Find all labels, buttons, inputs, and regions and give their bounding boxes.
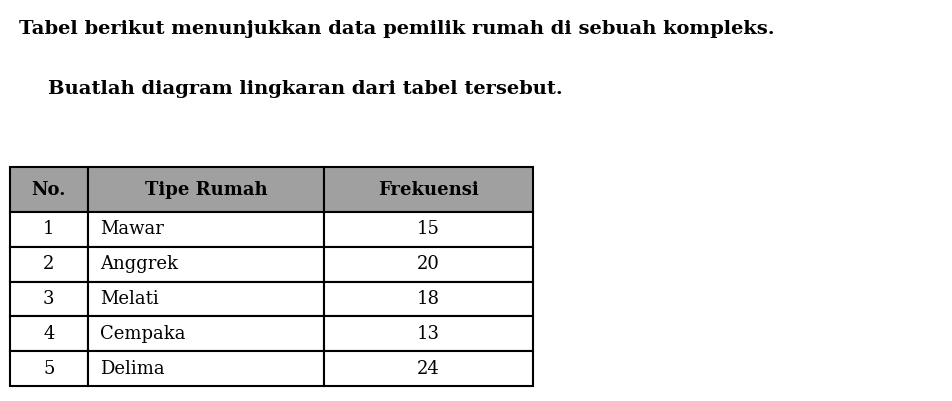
Text: Tabel berikut menunjukkan data pemilik rumah di sebuah kompleks.: Tabel berikut menunjukkan data pemilik r… (19, 20, 775, 38)
Text: Buatlah diagram lingkaran dari tabel tersebut.: Buatlah diagram lingkaran dari tabel ter… (48, 80, 563, 98)
